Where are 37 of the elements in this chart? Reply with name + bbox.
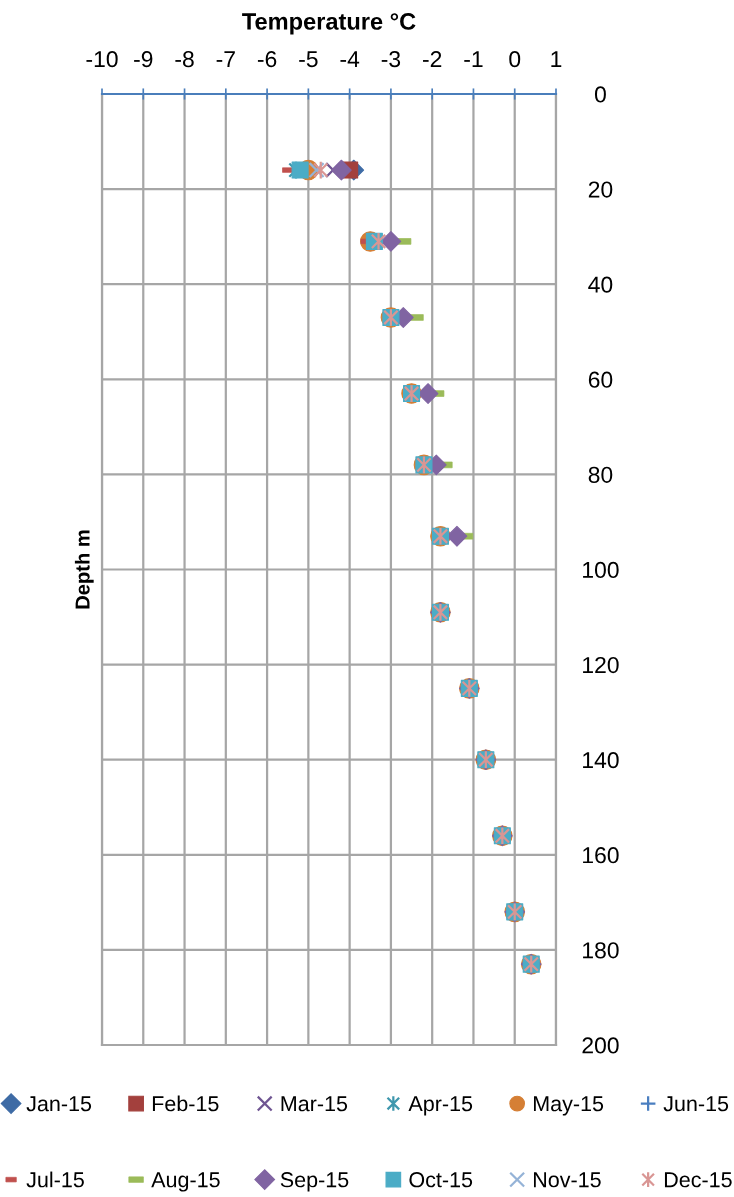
legend-label: Nov-15	[533, 1172, 601, 1188]
x-tick-label: -2	[423, 51, 442, 68]
legend-label: Jan-15	[26, 1096, 92, 1112]
x-tick-label: -1	[464, 51, 483, 68]
x-tick-label: 1	[551, 51, 562, 68]
legend-label: Sep-15	[280, 1172, 349, 1192]
legend-label: Oct-15	[409, 1172, 473, 1188]
legend-label: Mar-15	[281, 1096, 348, 1112]
y-tick-label: 100	[583, 561, 619, 579]
y-tick-label: 0	[594, 86, 606, 103]
x-axis-title: Temperature °C	[242, 13, 416, 35]
x-tick-label: -8	[175, 51, 194, 68]
x-tick-label: -7	[216, 51, 235, 68]
x-tick-label: -6	[257, 51, 277, 68]
y-tick-label: 40	[588, 276, 613, 293]
x-tick-label: -4	[340, 51, 360, 68]
legend-label: Dec-15	[664, 1172, 732, 1188]
x-tick-label: -3	[381, 51, 401, 68]
legend-label: Jul-15	[26, 1171, 84, 1188]
y-axis-title: Depth m	[74, 530, 94, 609]
y-tick-label: 180	[583, 942, 619, 959]
legend-label: Apr-15	[408, 1096, 473, 1116]
x-tick-label: -5	[299, 51, 318, 68]
y-tick-label: 120	[583, 656, 619, 674]
y-tick-label: 80	[588, 466, 613, 483]
x-tick-label: 0	[509, 51, 521, 68]
x-tick-label: -9	[134, 51, 153, 68]
x-tick-label: -10	[86, 51, 118, 68]
legend-label: Feb-15	[152, 1095, 219, 1112]
legend-label: May-15	[533, 1096, 604, 1116]
legend-label: Aug-15	[151, 1172, 220, 1192]
legend-label: Jun-15	[663, 1096, 729, 1112]
y-tick-label: 20	[588, 181, 613, 198]
y-tick-label: 160	[583, 847, 619, 864]
y-tick-label: 60	[588, 371, 613, 388]
y-tick-label: 200	[582, 1037, 619, 1054]
y-tick-label: 140	[583, 752, 619, 769]
